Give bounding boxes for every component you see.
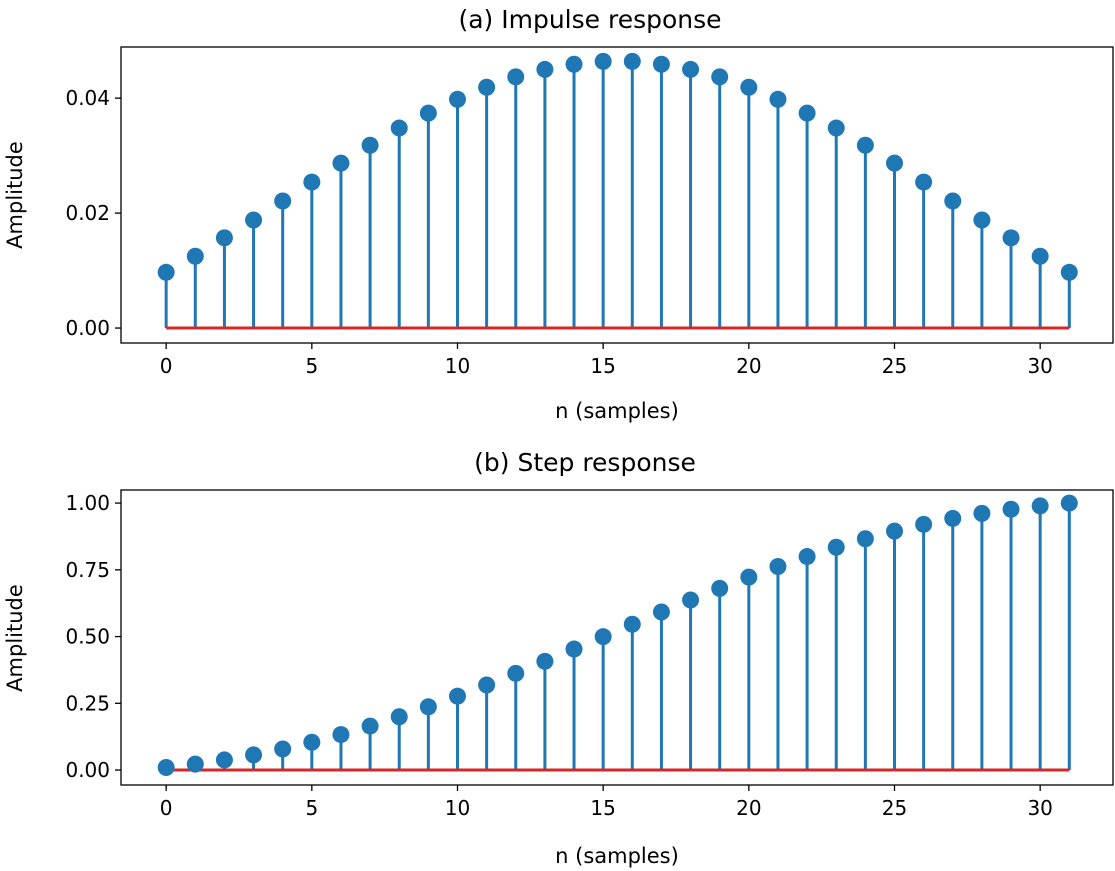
stem-marker: [856, 136, 874, 154]
x-tick-label: 15: [590, 796, 615, 820]
y-tick-label: 0.75: [65, 558, 110, 582]
stem-marker: [885, 522, 903, 540]
stem-marker: [390, 708, 408, 726]
x-tick-label: 0: [160, 354, 173, 378]
stem-marker: [274, 192, 292, 210]
stem-marker: [1060, 494, 1078, 512]
stem-marker: [303, 733, 321, 751]
stem-marker: [652, 55, 670, 73]
stem-marker: [652, 603, 670, 621]
stem-marker: [303, 173, 321, 191]
stem-marker: [682, 591, 700, 609]
stem-marker: [915, 173, 933, 191]
stem-marker: [390, 119, 408, 137]
x-tick-label: 30: [1027, 796, 1052, 820]
stem-marker: [215, 229, 233, 247]
step-response-axes: (b) Step response n (samples) Amplitude …: [3, 448, 1114, 868]
chart-title: (a) Impulse response: [458, 5, 721, 34]
stem-marker: [827, 119, 845, 137]
stem-marker: [274, 740, 292, 758]
x-tick-label: 30: [1027, 354, 1052, 378]
impulse-response-axes: (a) Impulse response n (samples) Amplitu…: [3, 5, 1114, 423]
y-tick-label: 1.00: [65, 491, 110, 515]
y-tick-label: 0.00: [65, 758, 110, 782]
x-tick-label: 0: [160, 796, 173, 820]
x-axis-label: n (samples): [555, 399, 679, 423]
stem-marker: [245, 211, 263, 229]
chart-title: (b) Step response: [474, 448, 696, 477]
stem-marker: [711, 579, 729, 597]
stem-marker: [1060, 263, 1078, 281]
stem-marker: [827, 538, 845, 556]
stem-marker: [245, 746, 263, 764]
stem-marker: [711, 68, 729, 86]
stem-marker: [798, 548, 816, 566]
stem-marker: [507, 664, 525, 682]
stem-marker: [157, 263, 175, 281]
stem-marker: [361, 136, 379, 154]
stem-marker: [478, 676, 496, 694]
stem-marker: [740, 78, 758, 96]
stem-marker: [448, 687, 466, 705]
y-tick-label: 0.02: [65, 201, 110, 225]
x-tick-label: 10: [445, 796, 470, 820]
x-tick-label: 5: [305, 354, 318, 378]
x-tick-label: 5: [305, 796, 318, 820]
stem-marker: [623, 615, 641, 633]
stem-marker: [769, 90, 787, 108]
y-tick-label: 0.00: [65, 316, 110, 340]
stem-marker: [885, 154, 903, 172]
stem-marker: [594, 628, 612, 646]
stem-marker: [944, 509, 962, 527]
stem-marker: [186, 247, 204, 265]
y-tick-label: 0.04: [65, 86, 110, 110]
stem-marker: [973, 504, 991, 522]
stem-marker: [157, 758, 175, 776]
stem-marker: [536, 652, 554, 670]
y-axis-label: Amplitude: [3, 141, 27, 249]
stem-marker: [419, 698, 437, 716]
stem-marker: [565, 640, 583, 658]
stem-marker: [507, 68, 525, 86]
stem-marker: [419, 104, 437, 122]
stem-marker: [944, 192, 962, 210]
stem-marker: [973, 211, 991, 229]
stem-marker: [1002, 229, 1020, 247]
x-tick-label: 15: [590, 354, 615, 378]
x-tick-label: 10: [445, 354, 470, 378]
stem-marker: [594, 52, 612, 70]
stem-marker: [740, 568, 758, 586]
stem-marker: [623, 52, 641, 70]
x-axis-label: n (samples): [555, 844, 679, 868]
stem-marker: [1031, 247, 1049, 265]
stem-marker: [565, 55, 583, 73]
stem-marker: [361, 717, 379, 735]
axes-frame: [120, 46, 1114, 344]
stem-marker: [536, 60, 554, 78]
x-tick-label: 25: [882, 796, 907, 820]
stem-marker: [1031, 497, 1049, 515]
stem-marker: [478, 78, 496, 96]
stem-marker: [448, 90, 466, 108]
stem-marker: [186, 755, 204, 773]
x-tick-label: 20: [736, 354, 761, 378]
stem-marker: [682, 60, 700, 78]
stem-marker: [769, 558, 787, 576]
stem-marker: [1002, 500, 1020, 518]
axes-frame: [120, 489, 1114, 786]
y-axis-label: Amplitude: [3, 584, 27, 692]
x-tick-label: 25: [882, 354, 907, 378]
stem-marker: [332, 154, 350, 172]
y-tick-label: 0.50: [65, 625, 110, 649]
stem-marker: [215, 751, 233, 769]
x-tick-label: 20: [736, 796, 761, 820]
y-tick-label: 0.25: [65, 691, 110, 715]
stem-marker: [856, 530, 874, 548]
stem-marker: [915, 515, 933, 533]
stem-marker: [798, 104, 816, 122]
stem-marker: [332, 726, 350, 744]
